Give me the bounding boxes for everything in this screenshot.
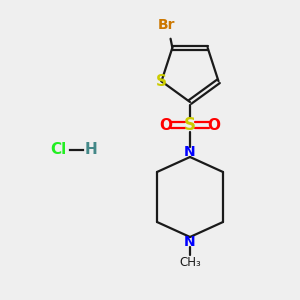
- Text: S: S: [184, 116, 196, 134]
- Text: Cl: Cl: [50, 142, 66, 158]
- Text: N: N: [184, 235, 196, 249]
- Text: O: O: [208, 118, 220, 133]
- Text: O: O: [160, 118, 172, 133]
- Text: S: S: [156, 74, 167, 89]
- Text: N: N: [184, 145, 196, 159]
- Text: Br: Br: [158, 18, 175, 32]
- Text: CH₃: CH₃: [179, 256, 201, 268]
- Text: H: H: [85, 142, 98, 158]
